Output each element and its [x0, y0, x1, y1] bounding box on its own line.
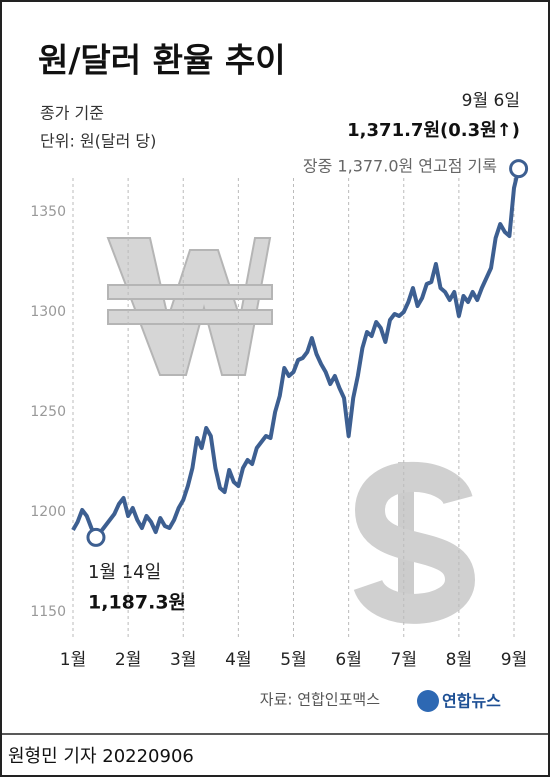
x-tick-label: 8월 [446, 650, 472, 670]
annotation: 9월 6일 [462, 91, 520, 111]
x-tick-label: 6월 [335, 650, 361, 670]
x-tick-label: 9월 [501, 650, 527, 670]
annotation: 1월 14일 [88, 562, 161, 583]
y-tick-label: 1150 [30, 604, 66, 620]
subtitle: 종가 기준 [40, 104, 104, 123]
x-tick-label: 7월 [391, 650, 417, 670]
y-tick-label: 1250 [30, 404, 66, 420]
logo: 연합뉴스 [442, 692, 501, 711]
x-tick-label: 4월 [225, 650, 251, 670]
y-tick-label: 1200 [30, 504, 66, 520]
annotation: 1,371.7원(0.3원↑) [347, 120, 520, 141]
y-tick-label: 1300 [30, 304, 66, 320]
dollar-icon [353, 461, 476, 624]
annotation: 장중 1,377.0원 연고점 기록 [303, 157, 497, 176]
chart-title: 원/달러 환율 추이 [38, 41, 286, 80]
marker [86, 527, 106, 547]
x-tick-label: 3월 [170, 650, 196, 670]
source: 자료: 연합인포맥스 [260, 691, 380, 709]
subtitle: 단위: 원(달러 당) [40, 132, 156, 151]
annotation: 1,187.3원 [88, 592, 186, 614]
x-tick-label: 2월 [115, 650, 141, 670]
x-tick-label: 5월 [280, 650, 306, 670]
logo-mark [417, 690, 439, 712]
byline: 원형민 기자 20220906 [8, 746, 194, 767]
won-icon [106, 237, 273, 376]
x-tick-label: 1월 [60, 650, 86, 670]
marker [509, 159, 529, 179]
y-tick-label: 1350 [30, 204, 66, 220]
line [71, 168, 521, 540]
